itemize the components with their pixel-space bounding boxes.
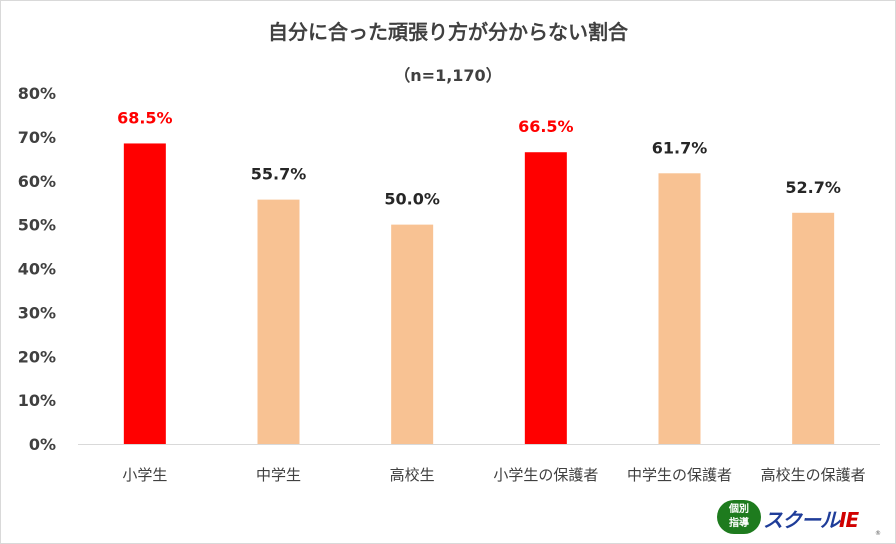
- x-axis-ticks: 小学生 中学生 高校生 小学生の保護者 中学生の保護者 高校生の保護者: [122, 466, 865, 484]
- x-tick-label: 小学生の保護者: [493, 466, 598, 484]
- logo-wordmark: スクールIE: [763, 504, 859, 533]
- bar: [792, 212, 835, 444]
- bar: [123, 143, 166, 445]
- chart-title: 自分に合った頑張り方が分からない割合: [268, 20, 628, 44]
- y-tick-label: 50%: [18, 216, 56, 235]
- data-label: 68.5%: [117, 108, 173, 127]
- logo-kanji-badge: 個別 指導: [717, 500, 761, 534]
- x-tick-label: 中学生: [256, 466, 301, 484]
- data-label: 66.5%: [518, 117, 574, 136]
- school-ie-logo: 個別 指導 スクールIE ®: [717, 498, 887, 538]
- y-tick-label: 0%: [29, 435, 56, 454]
- y-tick-label: 80%: [18, 84, 56, 103]
- y-tick-label: 70%: [18, 128, 56, 147]
- chart-subtitle: （n=1,170）: [394, 66, 502, 85]
- bar: [257, 199, 300, 444]
- x-tick-label: 小学生: [122, 466, 167, 484]
- x-tick-label: 高校生の保護者: [761, 466, 866, 484]
- logo-text-main: スクール: [763, 508, 840, 532]
- logo-text-ie: IE: [839, 508, 859, 532]
- bars: [123, 143, 835, 445]
- y-tick-label: 40%: [18, 260, 56, 279]
- y-tick-label: 10%: [18, 391, 56, 410]
- data-label: 50.0%: [384, 190, 440, 209]
- y-tick-label: 60%: [18, 172, 56, 191]
- bar: [524, 152, 567, 444]
- logo-kanji-bottom: 指導: [729, 518, 749, 529]
- data-label: 61.7%: [652, 138, 708, 157]
- logo-kanji-top: 個別: [729, 504, 749, 515]
- y-axis-ticks: 0% 10% 20% 30% 40% 50% 60% 70% 80%: [18, 84, 56, 454]
- y-tick-label: 30%: [18, 303, 56, 322]
- bar: [391, 224, 434, 444]
- data-labels: 68.5% 55.7% 50.0% 66.5% 61.7% 52.7%: [117, 108, 841, 208]
- logo-registered-mark: ®: [875, 530, 881, 537]
- y-tick-label: 20%: [18, 347, 56, 366]
- data-label: 55.7%: [251, 165, 307, 184]
- x-tick-label: 高校生: [390, 466, 435, 484]
- bar: [658, 173, 701, 444]
- data-label: 52.7%: [785, 178, 841, 197]
- x-tick-label: 中学生の保護者: [627, 466, 732, 484]
